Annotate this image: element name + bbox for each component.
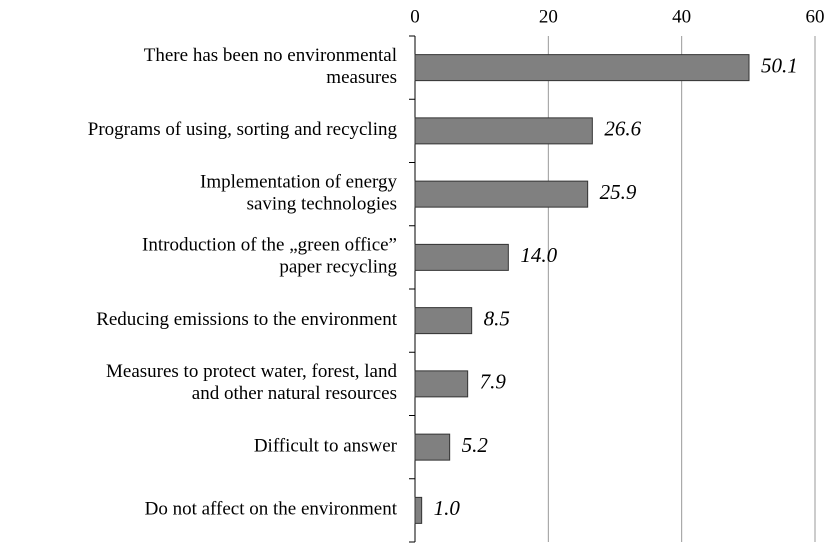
y-tick-label: Programs of using, sorting and recycling <box>88 119 398 140</box>
y-tick-label: Implementation of energy <box>200 171 397 192</box>
y-tick-label: Difficult to answer <box>254 435 398 456</box>
value-label: 25.9 <box>600 180 637 204</box>
value-label: 8.5 <box>484 306 510 330</box>
y-tick-label: Introduction of the „green office” <box>142 235 397 256</box>
value-label: 5.2 <box>462 433 489 457</box>
bar <box>414 243 509 271</box>
y-tick-label: and other natural resources <box>192 383 397 404</box>
x-tick-label: 60 <box>806 6 825 27</box>
y-tick-label: There has been no environmental <box>144 45 397 66</box>
value-label: 26.6 <box>604 117 641 141</box>
x-tick-label: 20 <box>539 6 558 27</box>
value-label: 14.0 <box>520 243 557 267</box>
value-label: 1.0 <box>434 496 461 520</box>
y-tick-label: Measures to protect water, forest, land <box>106 361 397 382</box>
y-tick-label: Reducing emissions to the environment <box>96 309 398 330</box>
y-tick-label: Do not affect on the environment <box>145 499 398 520</box>
y-tick-label: measures <box>326 67 397 88</box>
bar <box>414 117 593 145</box>
bar <box>414 433 451 461</box>
bar <box>414 180 589 208</box>
value-label: 7.9 <box>480 370 507 394</box>
x-tick-label: 0 <box>410 6 420 27</box>
bar <box>414 54 750 82</box>
bar <box>414 496 423 524</box>
x-tick-label: 40 <box>672 6 691 27</box>
value-label: 50.1 <box>761 53 798 77</box>
y-tick-label: paper recycling <box>279 257 397 278</box>
bar <box>414 307 473 335</box>
bar <box>414 370 469 398</box>
y-tick-label: saving technologies <box>247 193 397 214</box>
